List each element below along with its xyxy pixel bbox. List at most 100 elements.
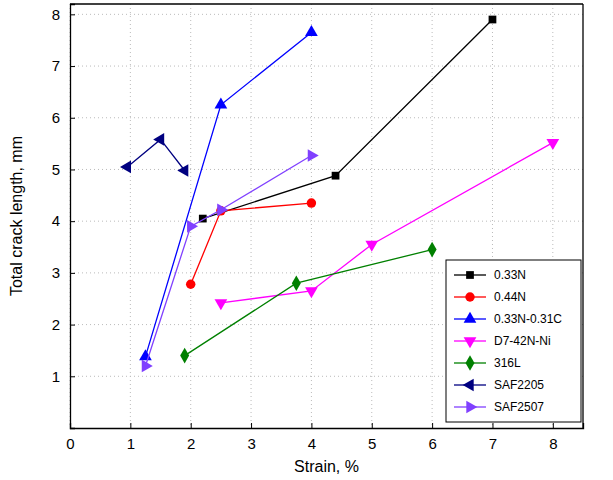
y-tick-label: 8 — [52, 6, 60, 23]
series-line — [145, 156, 311, 366]
y-tick-mark — [70, 273, 75, 274]
x-tick: 4 — [308, 423, 316, 452]
point — [215, 299, 228, 310]
x-tick: 8 — [549, 423, 557, 452]
legend-marker — [466, 355, 475, 371]
point — [177, 164, 188, 177]
x-tick: 1 — [127, 423, 135, 452]
x-tick: 2 — [187, 423, 195, 452]
grid-line-y — [70, 14, 583, 15]
point — [153, 133, 164, 146]
point — [365, 241, 378, 252]
legend-label: SAF2507 — [494, 400, 544, 414]
point — [308, 149, 319, 162]
y-tick-mark — [70, 118, 75, 119]
x-tick-mark — [251, 423, 252, 428]
point — [215, 97, 228, 108]
series-line — [191, 203, 312, 284]
x-tick: 7 — [489, 423, 497, 452]
point — [292, 275, 301, 291]
grid-line-x — [432, 4, 433, 428]
x-tick-mark — [553, 423, 554, 428]
series-line — [203, 20, 493, 219]
point — [332, 172, 340, 180]
legend-label: SAF2205 — [494, 378, 544, 392]
x-tick-label: 2 — [187, 435, 195, 452]
y-tick-label: 7 — [52, 57, 60, 74]
x-tick: 6 — [428, 423, 436, 452]
point — [489, 16, 497, 24]
x-tick-mark — [191, 423, 192, 428]
y-tick: 5 — [52, 161, 75, 178]
point — [217, 203, 228, 216]
point — [428, 242, 437, 258]
grid-line-x — [130, 4, 131, 428]
x-tick-label: 4 — [308, 435, 316, 452]
point — [307, 198, 316, 207]
legend-item: SAF2507 — [454, 400, 544, 414]
x-tick-mark — [432, 423, 433, 428]
y-tick-label: 2 — [52, 316, 60, 333]
legend-item: SAF2205 — [454, 378, 544, 392]
x-tick-label: 3 — [247, 435, 255, 452]
y-tick-label: 6 — [52, 109, 60, 126]
grid-line-y — [70, 66, 583, 67]
grid — [70, 4, 583, 428]
x-tick-label: 0 — [66, 435, 74, 452]
legend-label: 316L — [494, 356, 521, 370]
legend-marker — [465, 292, 474, 301]
y-axis: 1 2 3 4 5 6 7 8 — [52, 5, 75, 429]
legend-label: D7-42N-Ni — [494, 334, 551, 348]
legend: 0.33N 0.44N 0.33N-0.31C D7-42N-Ni 316L SAF220… — [446, 260, 581, 422]
plot: 0 1 2 3 4 5 6 7 8 1 2 3 4 5 6 7 8 0.33N 0.44N 0.33N-0.31C D7… — [52, 4, 584, 452]
series-line — [145, 32, 311, 356]
legend-item: 316L — [454, 355, 521, 371]
grid-line-x — [251, 4, 252, 428]
x-tick-mark — [130, 423, 131, 428]
series-line — [185, 250, 432, 356]
grid-line-x — [371, 4, 372, 428]
legend-marker — [464, 337, 477, 348]
point — [546, 139, 559, 150]
grid-line-x — [311, 4, 312, 428]
x-tick-label: 1 — [127, 435, 135, 452]
y-tick-label: 4 — [52, 212, 60, 229]
y-tick-mark — [70, 66, 75, 67]
x-tick-mark — [372, 423, 373, 428]
point — [187, 220, 198, 233]
legend-item: 0.44N — [454, 290, 526, 304]
y-tick: 8 — [52, 6, 75, 23]
legend-label: 0.44N — [494, 290, 526, 304]
legend-marker — [463, 379, 474, 392]
y-tick-mark — [70, 325, 75, 326]
frame-right — [582, 4, 583, 428]
y-tick: 1 — [52, 368, 75, 385]
y-tick: 4 — [52, 212, 75, 229]
legend-box — [446, 260, 581, 422]
series-line — [221, 143, 553, 303]
chart: 0 1 2 3 4 5 6 7 8 1 2 3 4 5 6 7 8 0.33N 0.44N 0.33N-0.31C D7… — [0, 0, 613, 480]
legend-marker — [466, 271, 474, 279]
x-tick-label: 7 — [489, 435, 497, 452]
point — [120, 161, 131, 174]
x-axis: 0 1 2 3 4 5 6 7 8 — [66, 423, 583, 452]
point — [305, 25, 318, 36]
grid-line-y — [70, 221, 583, 222]
legend-marker — [466, 401, 477, 414]
y-tick: 6 — [52, 109, 75, 126]
grid-line-y — [70, 117, 583, 118]
x-tick-label: 5 — [368, 435, 376, 452]
y-tick-mark — [70, 221, 75, 222]
y-tick-label: 3 — [52, 264, 60, 281]
y-tick: 7 — [52, 57, 75, 74]
y-tick-mark — [70, 14, 75, 15]
x-tick-label: 8 — [549, 435, 557, 452]
x-axis-title: Strain, % — [294, 458, 359, 475]
point — [142, 360, 153, 373]
frame-top — [70, 3, 583, 4]
legend-item: 0.33N — [454, 268, 526, 282]
point — [186, 280, 195, 289]
y-tick-label: 1 — [52, 368, 60, 385]
legend-marker — [464, 312, 477, 323]
legend-label: 0.33N-0.31C — [494, 312, 562, 326]
